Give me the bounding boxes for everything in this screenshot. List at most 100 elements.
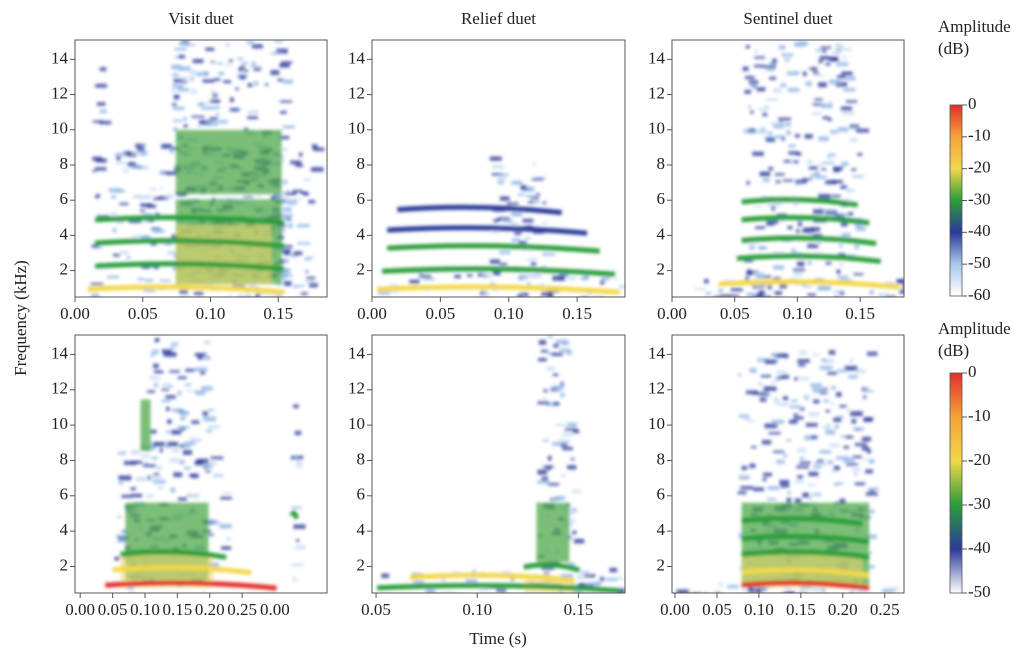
noise bbox=[537, 401, 549, 405]
noise bbox=[772, 201, 785, 205]
noise bbox=[813, 209, 824, 214]
noise bbox=[132, 151, 140, 155]
noise bbox=[793, 160, 799, 164]
noise bbox=[773, 88, 782, 94]
noise bbox=[851, 168, 857, 172]
noise bbox=[164, 242, 173, 246]
noise bbox=[389, 283, 398, 287]
noise bbox=[201, 590, 205, 593]
noise bbox=[901, 285, 904, 289]
noise bbox=[482, 292, 490, 297]
y-tick-label: 2 bbox=[60, 260, 69, 279]
noise bbox=[510, 577, 515, 581]
noise bbox=[764, 359, 777, 364]
noise bbox=[230, 108, 239, 112]
noise bbox=[868, 565, 875, 569]
noise bbox=[159, 186, 165, 190]
noise bbox=[511, 238, 520, 242]
noise bbox=[705, 292, 712, 296]
noise bbox=[850, 411, 863, 417]
noise bbox=[308, 199, 316, 204]
noise bbox=[832, 50, 841, 55]
noise bbox=[519, 292, 529, 297]
noise bbox=[123, 460, 137, 465]
x-tick-label: 0.05 bbox=[720, 304, 750, 323]
noise bbox=[835, 415, 845, 419]
noise bbox=[527, 201, 539, 204]
noise bbox=[844, 365, 858, 371]
harmonic bbox=[376, 582, 621, 593]
noise bbox=[121, 530, 127, 533]
noise bbox=[786, 71, 798, 76]
noise bbox=[171, 234, 180, 239]
noise bbox=[866, 534, 877, 539]
noise bbox=[775, 173, 785, 176]
noise bbox=[551, 352, 563, 356]
noise bbox=[522, 248, 533, 252]
noise bbox=[253, 66, 261, 71]
noise bbox=[813, 399, 820, 404]
noise bbox=[831, 179, 843, 184]
noise bbox=[864, 387, 869, 391]
noise bbox=[824, 209, 838, 213]
y-tick-label: 2 bbox=[657, 260, 666, 279]
plot-frame bbox=[371, 334, 626, 594]
noise bbox=[756, 87, 766, 92]
noise bbox=[139, 209, 146, 212]
noise bbox=[861, 436, 871, 442]
noise bbox=[818, 136, 829, 142]
noise bbox=[489, 156, 502, 161]
noise bbox=[178, 66, 191, 71]
noise bbox=[173, 472, 183, 478]
noise bbox=[142, 464, 156, 468]
noise bbox=[555, 423, 566, 427]
noise bbox=[767, 284, 772, 290]
noise bbox=[848, 212, 854, 216]
noise bbox=[245, 295, 252, 297]
noise bbox=[841, 71, 853, 76]
noise bbox=[497, 181, 504, 185]
noise bbox=[778, 375, 785, 379]
noise bbox=[287, 200, 297, 205]
noise bbox=[310, 167, 324, 172]
noise bbox=[472, 569, 476, 574]
noise bbox=[606, 577, 618, 581]
x-tick-label: 0.00 bbox=[260, 600, 290, 619]
noise bbox=[754, 64, 765, 68]
x-tick-label: 0.10 bbox=[783, 304, 813, 323]
energy bbox=[140, 399, 151, 452]
noise bbox=[296, 460, 302, 464]
noise bbox=[819, 365, 833, 370]
noise bbox=[553, 343, 559, 348]
noise bbox=[192, 59, 204, 64]
noise bbox=[178, 54, 185, 59]
noise bbox=[897, 279, 904, 283]
noise bbox=[730, 288, 743, 292]
noise bbox=[378, 291, 391, 295]
noise bbox=[171, 429, 182, 435]
noise bbox=[96, 102, 106, 106]
noise bbox=[561, 341, 570, 346]
harmonic bbox=[289, 510, 300, 520]
noise bbox=[601, 276, 610, 281]
noise bbox=[782, 374, 790, 379]
noise bbox=[183, 117, 188, 121]
noise bbox=[815, 74, 825, 77]
noise bbox=[195, 390, 206, 396]
noise bbox=[128, 220, 142, 223]
noise bbox=[479, 588, 489, 592]
noise bbox=[836, 269, 841, 275]
noise bbox=[818, 194, 831, 199]
x-axis-label: Time (s) bbox=[469, 629, 526, 648]
noise bbox=[183, 441, 196, 446]
noise bbox=[767, 485, 780, 491]
noise bbox=[778, 45, 786, 50]
noise bbox=[297, 242, 311, 245]
noise bbox=[303, 178, 311, 182]
noise bbox=[208, 520, 219, 525]
noise bbox=[862, 458, 869, 461]
noise bbox=[833, 482, 839, 486]
noise bbox=[814, 171, 820, 175]
noise bbox=[807, 260, 812, 266]
noise bbox=[166, 406, 170, 412]
